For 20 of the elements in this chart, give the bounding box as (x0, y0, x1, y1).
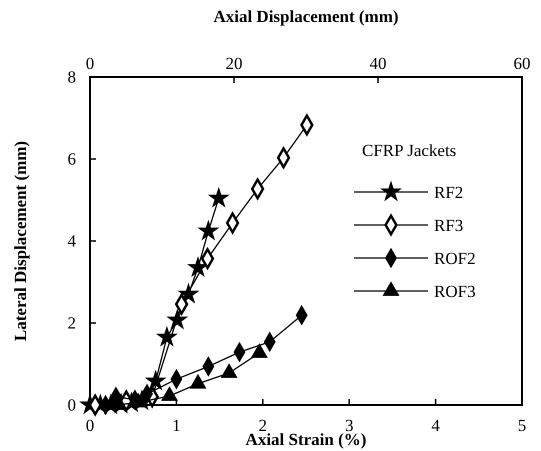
x-tick-label: 4 (431, 416, 440, 436)
x-tick-label: 5 (518, 416, 526, 436)
legend-label: ROF3 (434, 282, 476, 301)
y-tick-label: 6 (68, 149, 76, 168)
y-tick-label: 4 (68, 231, 76, 250)
legend-label: RF2 (434, 183, 464, 202)
legend-label: RF3 (434, 216, 464, 235)
x2-tick-label: 60 (514, 54, 530, 73)
x2-tick-label: 20 (226, 54, 242, 73)
y-tick-label: 0 (68, 395, 76, 414)
x-tick-label: 1 (172, 416, 181, 436)
x2-tick-label: 0 (86, 54, 94, 73)
x2-tick-label: 40 (370, 54, 386, 73)
y-tick-label: 2 (68, 313, 76, 332)
x-tick-label: 0 (86, 416, 94, 436)
y-tick-label: 8 (68, 67, 76, 86)
y-axis-title: Lateral Displacement (mm) (11, 140, 30, 342)
legend-title: CFRP Jackets (362, 141, 456, 160)
legend-label: ROF2 (434, 249, 476, 268)
x2-axis-title: Axial Displacement (mm) (213, 7, 399, 26)
